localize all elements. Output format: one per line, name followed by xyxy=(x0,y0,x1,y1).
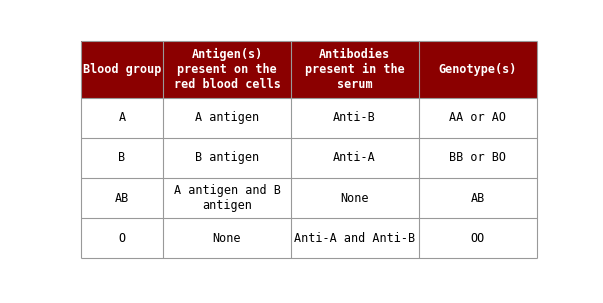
Bar xyxy=(81,178,163,218)
Bar xyxy=(163,218,291,258)
Text: AB: AB xyxy=(115,191,129,205)
Text: None: None xyxy=(341,191,369,205)
Bar xyxy=(81,138,163,178)
Bar xyxy=(418,178,537,218)
Bar xyxy=(291,41,418,98)
Text: AB: AB xyxy=(471,191,485,205)
Text: B: B xyxy=(118,152,125,165)
Text: None: None xyxy=(213,232,241,245)
Bar xyxy=(163,41,291,98)
Text: Antigen(s)
present on the
red blood cells: Antigen(s) present on the red blood cell… xyxy=(174,48,280,91)
Bar xyxy=(291,218,418,258)
Text: Blood group: Blood group xyxy=(83,63,161,76)
Text: OO: OO xyxy=(471,232,485,245)
Bar xyxy=(291,98,418,138)
Text: B antigen: B antigen xyxy=(195,152,259,165)
Text: O: O xyxy=(118,232,125,245)
Text: Genotype(s): Genotype(s) xyxy=(438,63,517,76)
Bar xyxy=(163,98,291,138)
Bar xyxy=(418,98,537,138)
Text: AA or AO: AA or AO xyxy=(449,111,507,124)
Bar xyxy=(418,138,537,178)
Bar xyxy=(81,41,163,98)
Text: BB or BO: BB or BO xyxy=(449,152,507,165)
Text: A antigen and B
antigen: A antigen and B antigen xyxy=(174,184,280,212)
Bar xyxy=(291,178,418,218)
Bar xyxy=(418,41,537,98)
Bar xyxy=(163,178,291,218)
Text: Anti-A: Anti-A xyxy=(333,152,376,165)
Bar xyxy=(81,218,163,258)
Bar xyxy=(81,98,163,138)
Text: Anti-B: Anti-B xyxy=(333,111,376,124)
Bar xyxy=(163,138,291,178)
Text: A: A xyxy=(118,111,125,124)
Text: Antibodies
present in the
serum: Antibodies present in the serum xyxy=(305,48,405,91)
Bar xyxy=(291,138,418,178)
Text: A antigen: A antigen xyxy=(195,111,259,124)
Bar xyxy=(418,218,537,258)
Text: Anti-A and Anti-B: Anti-A and Anti-B xyxy=(294,232,415,245)
